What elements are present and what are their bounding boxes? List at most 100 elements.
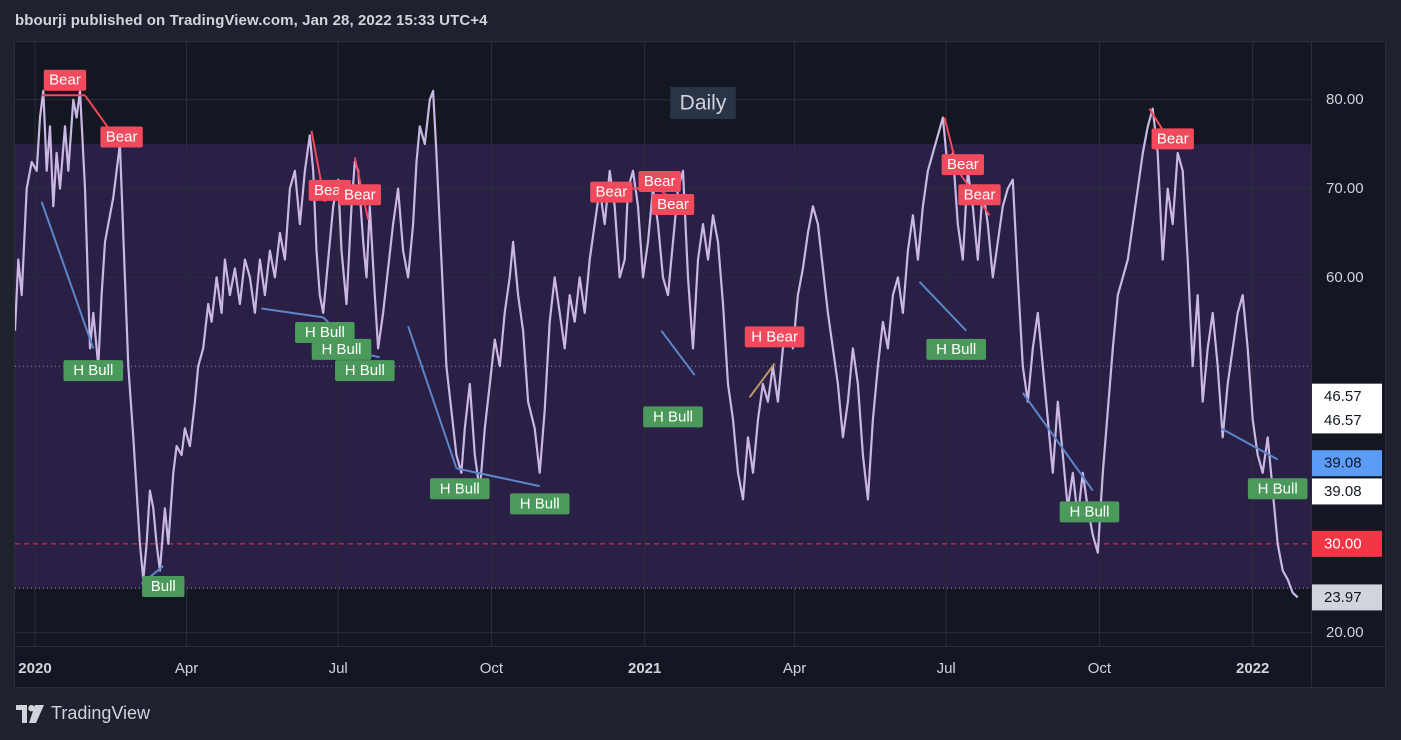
y-tick-label: 20.00 [1326, 624, 1364, 641]
rsi-point [346, 303, 347, 304]
bull-divergence-label: H Bull [295, 321, 355, 343]
rsi-point [882, 321, 883, 322]
divergence-label-text: H Bull [305, 324, 345, 341]
divergence-label-bg [941, 154, 985, 176]
divergence-label-bg [590, 181, 633, 203]
chart-title: Daily [670, 87, 736, 119]
rsi-point [662, 277, 663, 278]
divergence-label-text: H Bull [520, 495, 560, 512]
bull-divergence-label: H Bull [1247, 478, 1308, 500]
rsi-point [752, 472, 753, 473]
rsi-point [234, 268, 235, 269]
rsi-point [862, 454, 863, 455]
rsi-point [887, 348, 888, 349]
rsi-point [792, 348, 793, 349]
divergence-label-text: Bear [314, 182, 346, 199]
rsi-point [589, 259, 590, 260]
price-label-grey: 23.97 [1312, 584, 1382, 611]
rsi-chart[interactable]: Bear Bear H Bull Bull Bear Bear H Bull H Bull H … [15, 42, 1387, 689]
rsi-point [128, 366, 129, 367]
bull-divergence-label: H Bull [1059, 501, 1120, 523]
x-tick-label: 2021 [628, 660, 661, 677]
rsi-point [18, 259, 19, 260]
rsi-point [413, 223, 414, 224]
rsi-point [1147, 126, 1148, 127]
rsi-point [153, 508, 154, 509]
bear-divergence-label: Bear [1151, 128, 1194, 150]
rsi-point [1217, 366, 1218, 367]
rsi-point [1227, 383, 1228, 384]
rsi-point [1202, 401, 1203, 402]
rsi-point [43, 90, 44, 91]
rsi-point [1132, 223, 1133, 224]
divergence-label-text: H Bull [936, 341, 976, 358]
chart-title-text: Daily [680, 92, 727, 115]
rsi-point [168, 543, 169, 544]
bull-divergence-line [660, 330, 696, 376]
publisher-header: bbourji published on TradingView.com, Ja… [15, 12, 488, 29]
rsi-point [1082, 472, 1083, 473]
rsi-point [294, 170, 295, 171]
x-tick-label: Apr [175, 660, 198, 677]
rsi-point [333, 206, 334, 207]
rsi-point [474, 454, 475, 455]
rsi-point [299, 223, 300, 224]
rsi-point [254, 312, 255, 313]
rsi-point [139, 543, 140, 544]
bear-divergence-label: Bear [43, 69, 87, 91]
price-label-text: 39.08 [1324, 483, 1362, 500]
rsi-point [469, 383, 470, 384]
divergence-label-bg [1247, 478, 1308, 500]
rsi-point [1192, 366, 1193, 367]
rsi-point [857, 383, 858, 384]
rsi-point [1032, 348, 1033, 349]
rsi-point [304, 170, 305, 171]
rsi-point [544, 410, 545, 411]
divergence-label-bg [926, 338, 986, 360]
bull-divergence-line [407, 325, 458, 469]
price-label-text: 23.97 [1324, 589, 1362, 606]
axis-layer: 2020 Apr Jul Oct 2021 Apr Jul Oct 2022 80.00 70.00… [15, 42, 1387, 689]
rsi-point [767, 401, 768, 402]
rsi-point [997, 241, 998, 242]
rsi-point [902, 312, 903, 313]
rsi-series-line [15, 89, 1299, 599]
rsi-point [378, 348, 379, 349]
divergence-label-text: Bull [151, 578, 176, 595]
rsi-point [239, 303, 240, 304]
price-label-text: 30.00 [1324, 535, 1362, 552]
bull-divergence-label: H Bull [429, 478, 490, 500]
rsi-point [1017, 277, 1018, 278]
x-tick-label: 2022 [1236, 660, 1269, 677]
rsi-point [697, 259, 698, 260]
rsi-point [1232, 348, 1233, 349]
rsi-point [852, 348, 853, 349]
rsi-point [1137, 188, 1138, 189]
price-label-text: 39.08 [1324, 455, 1362, 472]
rsi-point [419, 126, 420, 127]
price-label-white: 39.08 [1312, 478, 1382, 505]
rsi-point [176, 446, 177, 447]
bull-divergence-line [1220, 427, 1279, 461]
rsi-point [26, 188, 27, 189]
rsi-point [842, 437, 843, 438]
rsi-point [827, 312, 828, 313]
x-tick-label: 2020 [18, 660, 51, 677]
divergence-label-bg [43, 69, 87, 91]
chart-panel[interactable]: Bear Bear H Bull Bull Bear Bear H Bull H Bull H … [14, 41, 1387, 689]
rsi-point [932, 152, 933, 153]
rsi-point [977, 259, 978, 260]
rsi-point [244, 259, 245, 260]
divergence-label-bg [638, 170, 681, 192]
rsi-point [1022, 366, 1023, 367]
rsi-point [53, 206, 54, 207]
rsi-point [657, 223, 658, 224]
rsi-point [614, 206, 615, 207]
rsi-point [619, 277, 620, 278]
rsi-point [289, 188, 290, 189]
rsi-point [872, 419, 873, 420]
rsi-point [807, 232, 808, 233]
rsi-point [1152, 108, 1153, 109]
divergence-label-text: Bear [947, 156, 979, 173]
rsi-point [416, 161, 417, 162]
